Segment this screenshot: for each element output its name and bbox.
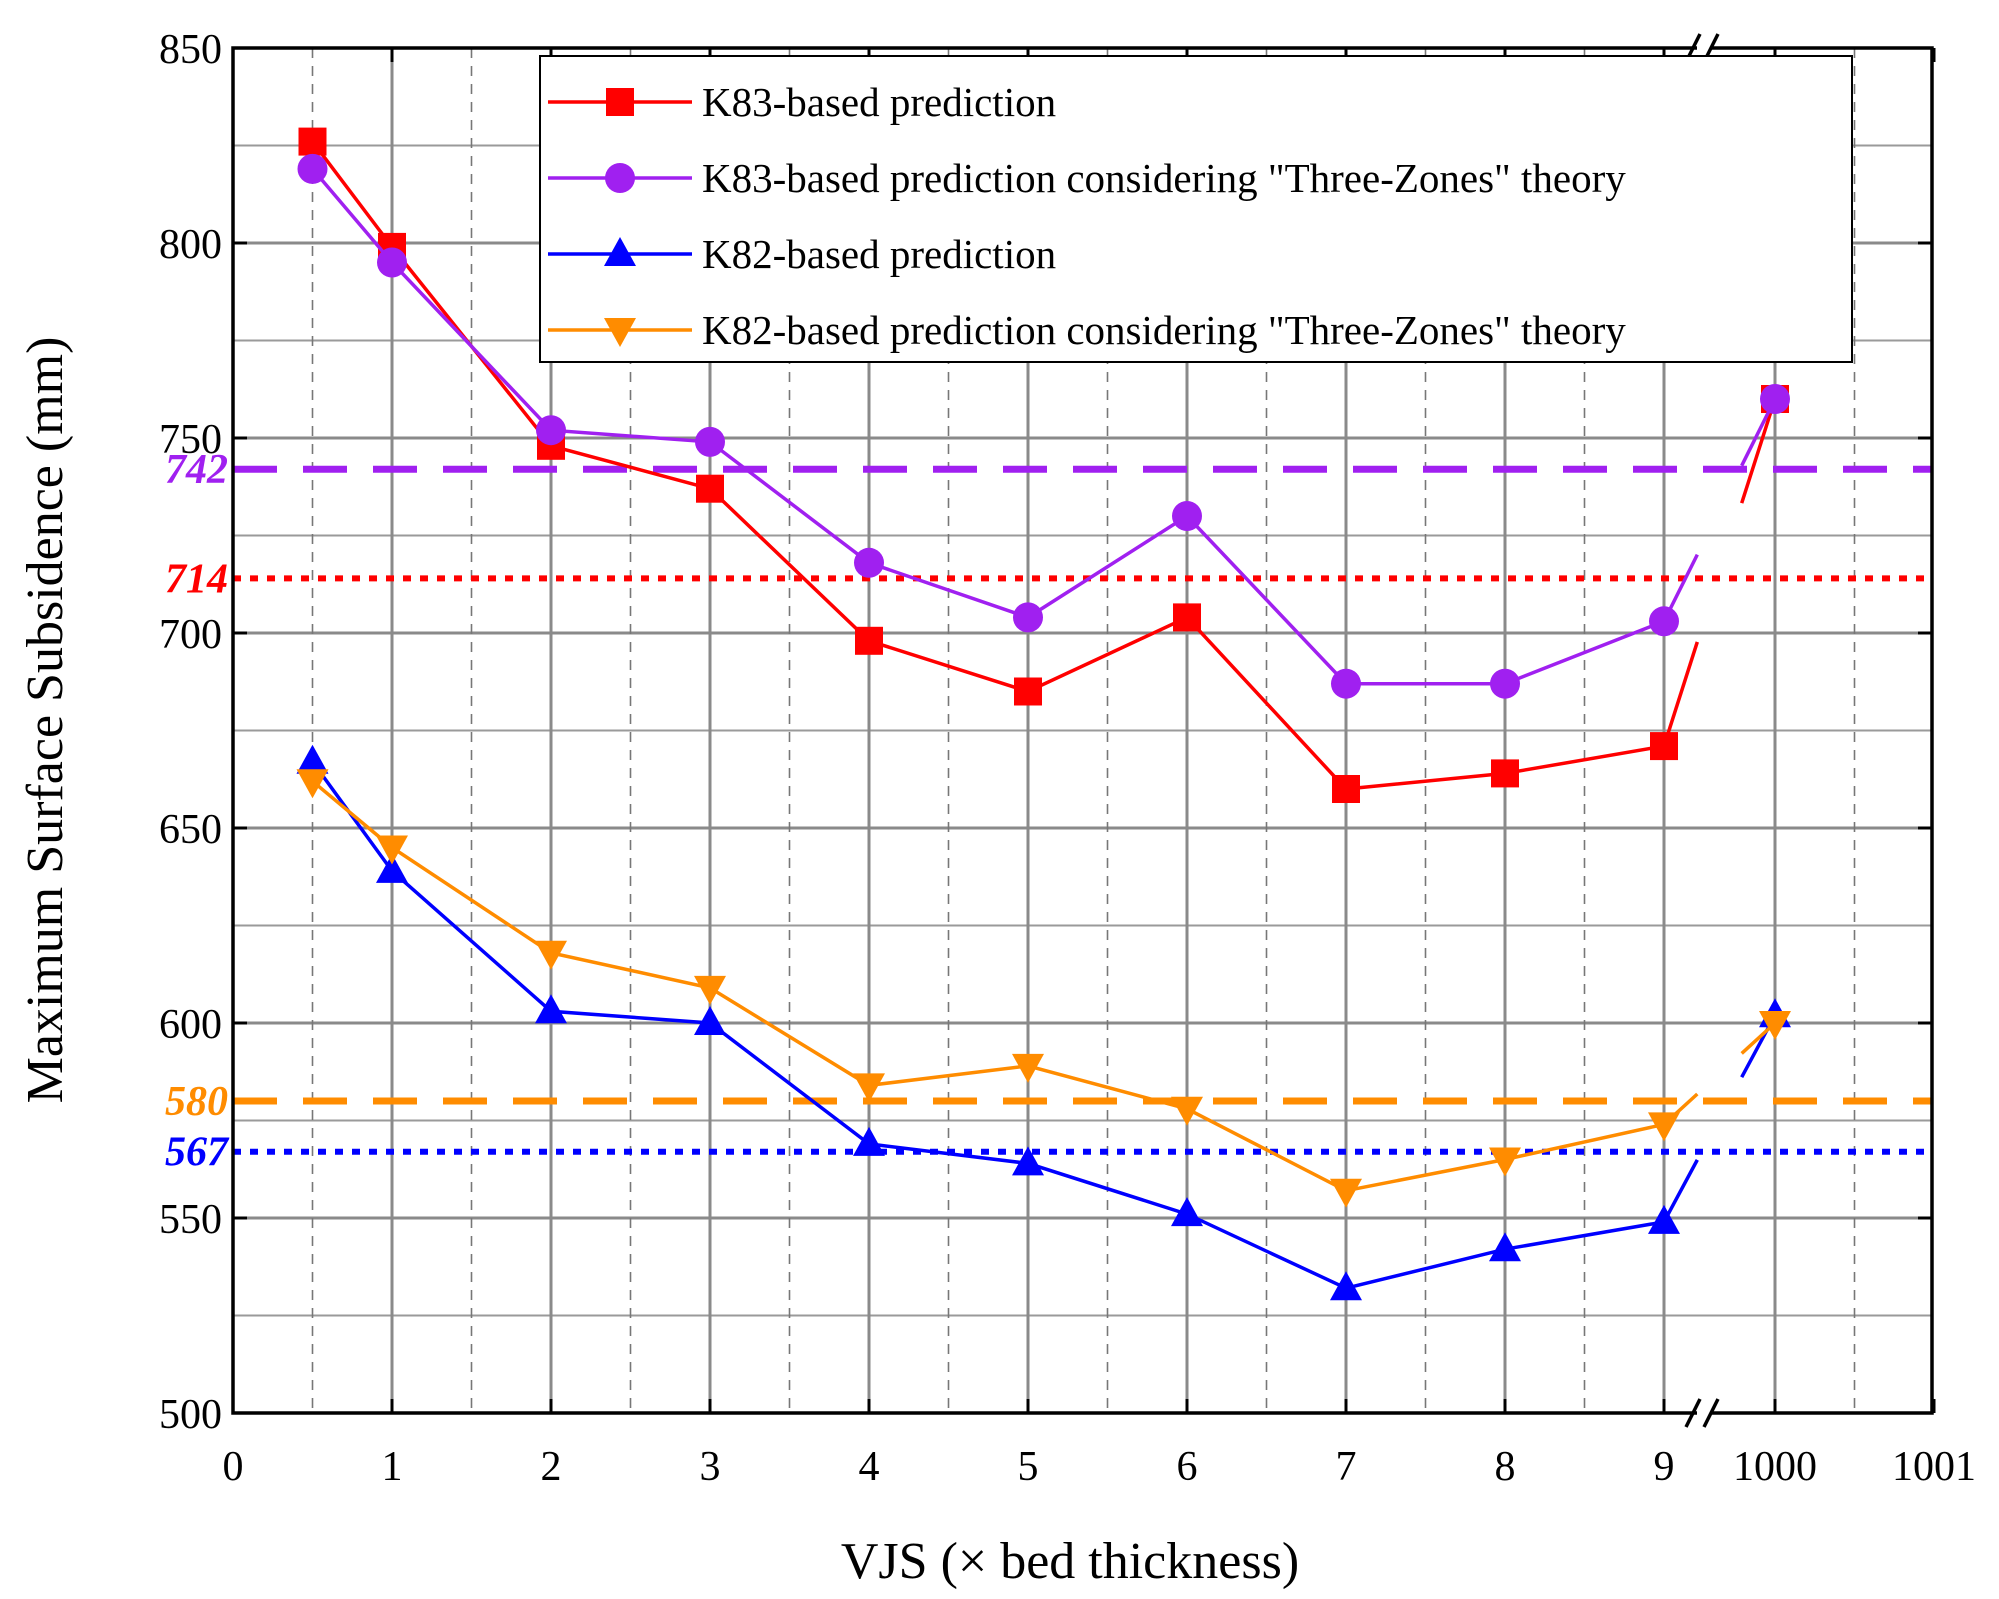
plot-border [231,46,1934,1415]
y-tick-label: 650 [159,807,222,853]
x-tick-label: 1001 [1892,1444,1976,1490]
data-point [1490,668,1520,699]
x-tick-label: 1 [382,1444,403,1490]
data-point [298,127,327,156]
data-point [855,626,883,655]
series-line [311,167,1665,686]
series [296,127,1791,1301]
axis-break-gap [1697,1407,1711,1419]
reference-lines: 742 714 580 567 [165,447,1932,1176]
data-point [853,1073,885,1103]
data-point [1012,1146,1044,1176]
y-tick-label: 850 [159,27,222,73]
y-tick-label: 700 [159,612,222,658]
series-line-break-right [1740,398,1777,504]
data-point [536,415,566,446]
legend-box [539,55,1853,363]
data-point [1648,1204,1680,1234]
x-tick-label: 6 [1177,1444,1198,1490]
x-axis-title: VJS (× bed thickness) [841,1533,1299,1590]
series-line-break-left [1662,641,1699,747]
series-2 [296,744,1791,1301]
data-point [1760,384,1790,414]
data-point [1491,759,1519,788]
series-3 [296,769,1791,1208]
x-tick-label: 9 [1654,1444,1675,1490]
data-point [696,474,724,503]
data-point [535,994,567,1024]
data-point [1171,1197,1203,1227]
axis-break-gap [1697,42,1711,54]
data-point [1172,501,1202,531]
data-point [1012,1053,1044,1083]
data-point [695,426,725,457]
data-point [694,975,726,1005]
x-tick-label: 5 [1018,1444,1039,1490]
data-point [853,1126,885,1156]
data-point [1759,1011,1791,1040]
x-tick-label: 2 [541,1444,562,1490]
data-point [694,1006,726,1035]
x-tick-label: 1000 [1733,1444,1817,1490]
x-tick-label: 8 [1495,1444,1516,1490]
data-point [1173,603,1201,632]
data-point [297,153,328,184]
reference-label-580: 580 [165,1079,228,1125]
data-point [377,247,407,278]
data-point [1014,677,1042,706]
y-tick-label: 800 [159,222,222,268]
reference-label-567: 567 [165,1130,230,1176]
legend-label: K82-based prediction [702,231,1056,277]
data-point [1330,1271,1362,1301]
data-point [376,835,408,865]
legend-label: K83-based prediction considering "Three-… [702,155,1626,201]
data-point [1332,775,1360,803]
series-1 [297,153,1790,699]
y-tick-label: 550 [159,1197,222,1243]
series-line-break-left [1662,1159,1699,1223]
data-point [1489,1232,1521,1262]
reference-label-714: 714 [165,556,228,602]
y-axis-title: Maximum Surface Subsidence (mm) [17,337,74,1104]
legend: K83-based prediction K83-based prediction… [539,55,1853,363]
data-point [1171,1096,1203,1126]
x-tick-label: 3 [700,1444,721,1490]
y-tick-label: 750 [159,417,222,463]
legend-marker [606,88,634,116]
data-point [854,547,884,578]
series-line [311,760,1665,1291]
y-tick-label: 500 [159,1392,222,1438]
data-point [1649,606,1679,637]
x-tick-label: 0 [223,1444,244,1490]
data-point [1331,668,1361,699]
data-point [1648,1112,1680,1142]
axis-break-mark [1684,1398,1702,1428]
data-point [1330,1178,1362,1208]
legend-marker [604,237,636,266]
series-0 [298,127,1789,803]
data-point [296,769,329,799]
x-tick-label: 4 [859,1444,880,1490]
series-line [311,779,1665,1193]
legend-label: K82-based prediction considering "Three-… [702,307,1626,353]
data-point [296,744,329,774]
legend-marker [605,163,635,193]
data-point [376,853,408,883]
legend-label: K83-based prediction [702,79,1056,125]
y-tick-label: 600 [159,1002,222,1048]
data-point [1650,732,1678,761]
data-point [1489,1147,1521,1177]
x-tick-label: 7 [1336,1444,1357,1490]
data-point [1013,602,1043,633]
legend-marker [604,318,636,347]
data-point [535,940,567,970]
axis-break-mark [1702,1398,1720,1428]
reference-label-742: 742 [165,447,228,493]
